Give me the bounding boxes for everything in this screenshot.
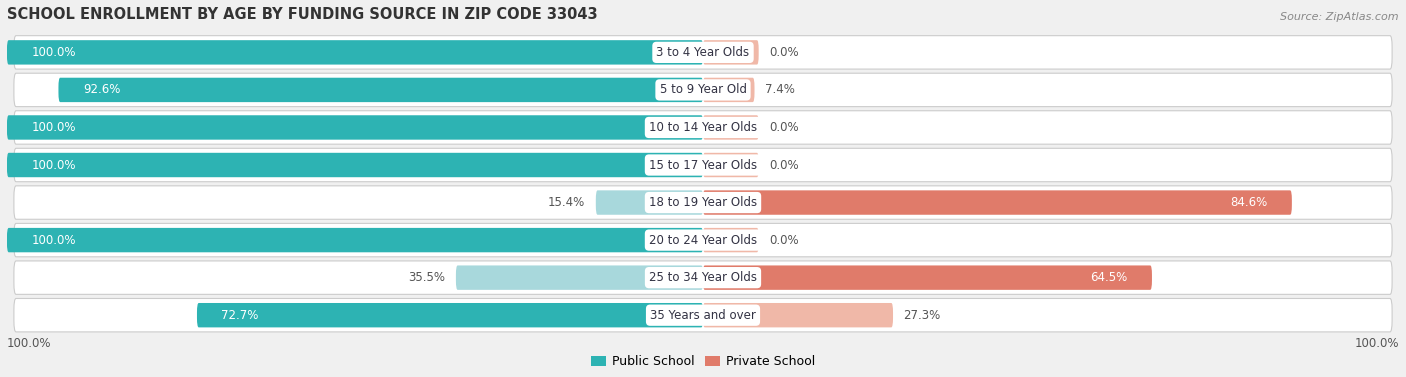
Text: 84.6%: 84.6% [1230, 196, 1267, 209]
FancyBboxPatch shape [703, 153, 759, 177]
FancyBboxPatch shape [456, 265, 703, 290]
FancyBboxPatch shape [7, 228, 703, 252]
FancyBboxPatch shape [7, 40, 703, 64]
FancyBboxPatch shape [703, 190, 1292, 215]
FancyBboxPatch shape [14, 261, 1392, 294]
Text: 100.0%: 100.0% [31, 121, 76, 134]
Text: 3 to 4 Year Olds: 3 to 4 Year Olds [657, 46, 749, 59]
Text: 0.0%: 0.0% [769, 46, 799, 59]
FancyBboxPatch shape [596, 190, 703, 215]
FancyBboxPatch shape [703, 303, 893, 327]
Text: 100.0%: 100.0% [7, 337, 52, 350]
Text: 15.4%: 15.4% [548, 196, 585, 209]
Text: 100.0%: 100.0% [31, 158, 76, 172]
FancyBboxPatch shape [7, 153, 703, 177]
FancyBboxPatch shape [703, 78, 755, 102]
Text: 35.5%: 35.5% [409, 271, 446, 284]
Text: 10 to 14 Year Olds: 10 to 14 Year Olds [650, 121, 756, 134]
FancyBboxPatch shape [703, 40, 759, 64]
Text: 18 to 19 Year Olds: 18 to 19 Year Olds [650, 196, 756, 209]
FancyBboxPatch shape [14, 224, 1392, 257]
Text: 100.0%: 100.0% [31, 46, 76, 59]
Text: 100.0%: 100.0% [1354, 337, 1399, 350]
Text: 100.0%: 100.0% [31, 234, 76, 247]
Text: 92.6%: 92.6% [83, 83, 120, 97]
Text: 35 Years and over: 35 Years and over [650, 309, 756, 322]
FancyBboxPatch shape [14, 299, 1392, 332]
Text: 7.4%: 7.4% [765, 83, 794, 97]
Text: Source: ZipAtlas.com: Source: ZipAtlas.com [1281, 12, 1399, 21]
FancyBboxPatch shape [14, 111, 1392, 144]
FancyBboxPatch shape [197, 303, 703, 327]
Text: 27.3%: 27.3% [904, 309, 941, 322]
Text: 5 to 9 Year Old: 5 to 9 Year Old [659, 83, 747, 97]
FancyBboxPatch shape [14, 36, 1392, 69]
Text: 15 to 17 Year Olds: 15 to 17 Year Olds [650, 158, 756, 172]
Text: 72.7%: 72.7% [221, 309, 259, 322]
Text: 20 to 24 Year Olds: 20 to 24 Year Olds [650, 234, 756, 247]
FancyBboxPatch shape [703, 115, 759, 139]
FancyBboxPatch shape [14, 148, 1392, 182]
FancyBboxPatch shape [14, 73, 1392, 107]
FancyBboxPatch shape [14, 186, 1392, 219]
FancyBboxPatch shape [59, 78, 703, 102]
Text: 64.5%: 64.5% [1090, 271, 1128, 284]
FancyBboxPatch shape [7, 115, 703, 139]
Legend: Public School, Private School: Public School, Private School [586, 350, 820, 373]
Text: SCHOOL ENROLLMENT BY AGE BY FUNDING SOURCE IN ZIP CODE 33043: SCHOOL ENROLLMENT BY AGE BY FUNDING SOUR… [7, 6, 598, 21]
FancyBboxPatch shape [703, 228, 759, 252]
Text: 0.0%: 0.0% [769, 121, 799, 134]
Text: 25 to 34 Year Olds: 25 to 34 Year Olds [650, 271, 756, 284]
FancyBboxPatch shape [703, 265, 1152, 290]
Text: 0.0%: 0.0% [769, 158, 799, 172]
Text: 0.0%: 0.0% [769, 234, 799, 247]
